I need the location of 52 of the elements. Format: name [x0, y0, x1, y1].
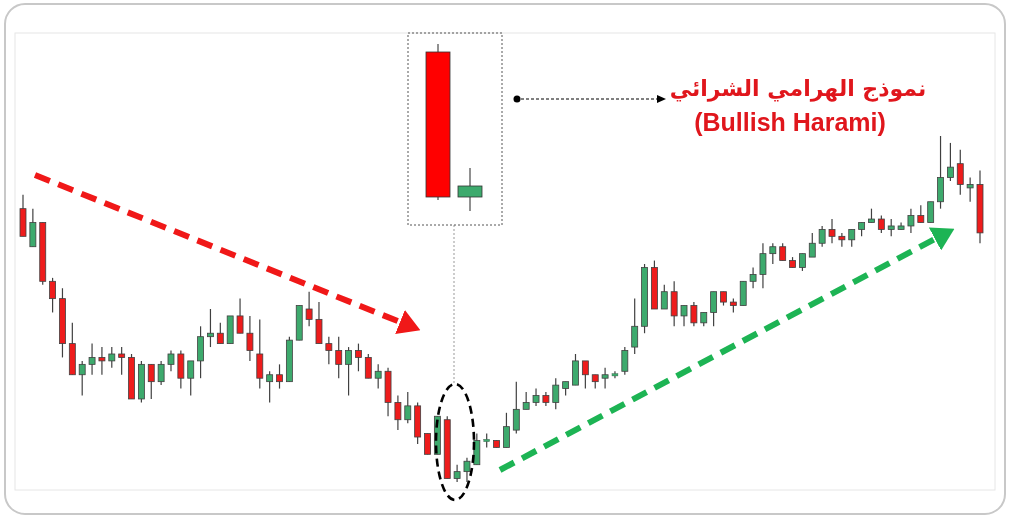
- candlestick: [118, 346, 126, 376]
- candlestick: [394, 394, 402, 431]
- candlestick: [947, 142, 954, 182]
- candlestick: [956, 149, 964, 196]
- candlestick: [749, 266, 757, 289]
- candlestick: [325, 336, 333, 365]
- candlestick: [710, 291, 718, 327]
- candlestick: [108, 346, 116, 369]
- candlestick: [503, 412, 510, 448]
- candlestick: [769, 242, 777, 265]
- candlestick: [838, 232, 846, 248]
- candlestick: [966, 176, 974, 203]
- candlestick: [207, 308, 214, 348]
- candlestick: [266, 370, 274, 404]
- candlestick: [404, 391, 412, 424]
- candlestick: [78, 360, 86, 397]
- candlestick: [167, 349, 175, 372]
- candlestick: [552, 377, 560, 410]
- candlestick: [907, 208, 915, 234]
- candlestick: [621, 346, 629, 376]
- candlestick: [345, 346, 352, 397]
- candlestick: [49, 277, 56, 314]
- candlestick: [581, 360, 589, 390]
- candlestick: [660, 284, 668, 310]
- candlestick: [818, 225, 826, 248]
- candlestick: [463, 457, 471, 483]
- candlestick: [808, 232, 816, 258]
- candlestick: [276, 363, 283, 390]
- candlestick: [216, 322, 224, 345]
- candlestick: [236, 298, 244, 334]
- candlestick: [364, 353, 372, 379]
- annotation: (Bullish Harami): [694, 108, 886, 136]
- candlestick: [927, 201, 935, 224]
- candlestick: [512, 381, 520, 435]
- candlestick: [157, 360, 165, 386]
- candlestick: [690, 301, 698, 327]
- candlestick: [305, 291, 313, 327]
- candlestick: [374, 363, 382, 390]
- candlestick: [98, 346, 106, 376]
- candlestick: [355, 343, 362, 372]
- candlestick: [424, 432, 431, 455]
- candlestick: [187, 360, 195, 397]
- candlestick: [147, 363, 155, 400]
- candlestick: [828, 218, 836, 244]
- candlestick: [631, 298, 639, 355]
- candlestick: [759, 242, 767, 289]
- candlestick: [88, 343, 96, 376]
- candlestick: [680, 304, 688, 327]
- candlestick: [601, 367, 609, 390]
- candlestick: [335, 336, 343, 379]
- text: نموذج الهرامي الشرائي: [669, 76, 927, 102]
- candlestick: [246, 315, 254, 362]
